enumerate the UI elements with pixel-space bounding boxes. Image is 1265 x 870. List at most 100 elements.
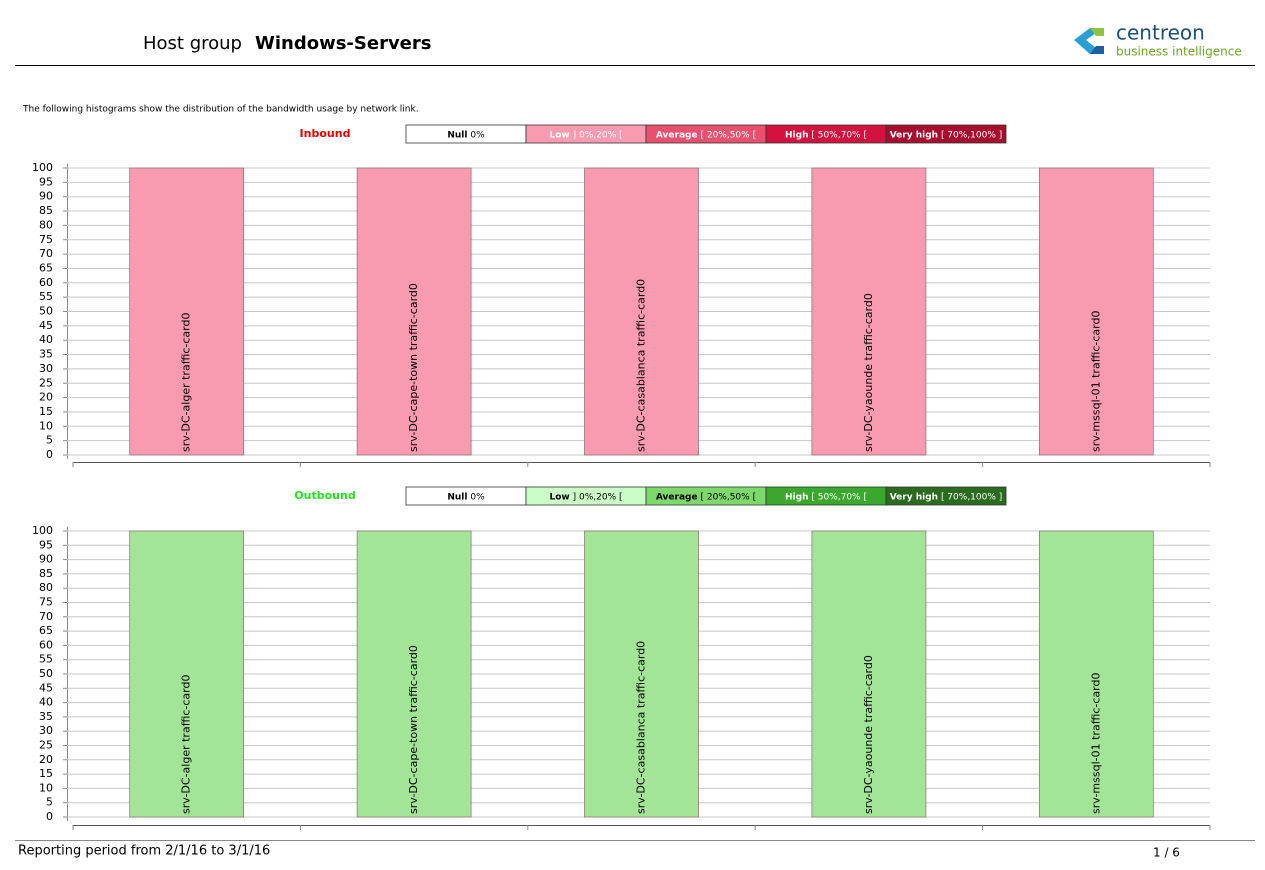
bar	[129, 530, 245, 818]
legend-name: High	[785, 130, 808, 140]
category-label: srv-DC-casablanca traffic-card0	[635, 641, 648, 814]
bar	[1038, 167, 1154, 456]
legend-name: Very high	[890, 492, 938, 502]
y-tick-label: 30	[39, 362, 53, 375]
category-label: srv-DC-casablanca traffic-card0	[635, 279, 648, 452]
y-tick-label: 50	[39, 305, 53, 318]
y-tick-label: 5	[46, 796, 53, 809]
y-tick-label: 35	[39, 348, 53, 361]
y-tick-label: 85	[39, 567, 53, 580]
bar	[356, 167, 472, 456]
y-tick-label: 40	[39, 333, 53, 346]
reporting-period: Reporting period from 2/1/16 to 3/1/16	[18, 844, 270, 859]
legend-range: [ 70%,100% ]	[941, 130, 1002, 140]
y-tick-label: 20	[39, 391, 53, 404]
y-tick-label: 20	[39, 753, 53, 766]
y-tick-label: 50	[39, 667, 53, 680]
y-tick-label: 70	[39, 610, 53, 623]
category-label: srv-DC-cape-town traffic-card0	[407, 283, 420, 452]
y-tick-label: 70	[39, 247, 53, 260]
y-tick-label: 0	[46, 448, 53, 461]
category-label: srv-DC-alger traffic-card0	[180, 675, 193, 814]
y-tick-label: 65	[39, 624, 53, 637]
y-tick-label: 55	[39, 290, 53, 303]
y-tick-label: 65	[39, 261, 53, 274]
legend-range: 0%	[470, 130, 485, 140]
category-label: srv-mssql-01 traffic-card0	[1089, 673, 1102, 814]
y-tick-label: 55	[39, 653, 53, 666]
legend-range: [ 50%,70% [	[811, 130, 867, 140]
legend-name: Low	[550, 492, 570, 502]
legend-entry: Low ] 0%,20% [	[550, 130, 623, 140]
bar	[356, 530, 472, 818]
legend-entry: Low ] 0%,20% [	[550, 492, 623, 502]
legend-entry: Average [ 20%,50% [	[656, 492, 756, 502]
legend-entry: Null 0%	[447, 130, 485, 140]
legend-entry: High [ 50%,70% [	[785, 130, 867, 140]
legend-name: Average	[656, 130, 698, 140]
legend-range: ] 0%,20% [	[573, 130, 623, 140]
legend-swatch	[885, 486, 1007, 506]
y-tick-label: 60	[39, 638, 53, 651]
y-tick-label: 45	[39, 681, 53, 694]
y-tick-label: 95	[39, 175, 53, 188]
legend-entry: Null 0%	[447, 492, 485, 502]
logo-name: centreon	[1116, 21, 1205, 45]
y-tick-label: 0	[46, 810, 53, 823]
legend-name: Null	[447, 492, 467, 502]
logo-icon	[1074, 28, 1104, 54]
logo-tagline: business intelligence	[1116, 45, 1242, 59]
chart-title: Inbound	[300, 127, 351, 140]
bar	[811, 167, 927, 456]
y-tick-label: 40	[39, 696, 53, 709]
legend-name: Very high	[890, 130, 938, 140]
header-label: Host group	[143, 33, 242, 54]
legend-range: [ 20%,50% [	[700, 492, 756, 502]
legend-entry: Very high [ 70%,100% ]	[890, 492, 1003, 502]
y-tick-label: 60	[39, 276, 53, 289]
legend-entry: Very high [ 70%,100% ]	[890, 130, 1003, 140]
legend-name: Null	[447, 130, 467, 140]
bar	[584, 167, 699, 456]
y-tick-label: 25	[39, 376, 53, 389]
y-tick-label: 80	[39, 218, 53, 231]
legend-range: ] 0%,20% [	[573, 492, 623, 502]
legend-entry: High [ 50%,70% [	[785, 492, 867, 502]
category-label: srv-DC-cape-town traffic-card0	[407, 645, 420, 814]
category-label: srv-mssql-01 traffic-card0	[1089, 311, 1102, 452]
bar	[584, 530, 699, 818]
y-tick-label: 15	[39, 767, 53, 780]
y-tick-label: 90	[39, 553, 53, 566]
legend-name: High	[785, 492, 808, 502]
y-tick-label: 30	[39, 724, 53, 737]
intro-text: The following histograms show the distri…	[22, 105, 419, 115]
y-tick-label: 10	[39, 419, 53, 432]
y-tick-label: 10	[39, 781, 53, 794]
y-tick-label: 25	[39, 739, 53, 752]
legend-swatch	[885, 124, 1007, 144]
header-title: Windows-Servers	[255, 33, 431, 54]
bar	[811, 530, 927, 818]
y-tick-label: 95	[39, 538, 53, 551]
page-number: 1 / 6	[1153, 846, 1180, 860]
bar	[129, 167, 245, 456]
y-tick-label: 15	[39, 405, 53, 418]
category-label: srv-DC-yaounde traffic-card0	[862, 293, 875, 452]
y-tick-label: 90	[39, 190, 53, 203]
legend-range: [ 20%,50% [	[700, 130, 756, 140]
y-tick-label: 100	[32, 524, 53, 537]
y-tick-label: 100	[32, 161, 53, 174]
y-tick-label: 45	[39, 319, 53, 332]
bar	[1038, 530, 1154, 818]
legend-name: Low	[550, 130, 570, 140]
legend-range: 0%	[470, 492, 485, 502]
legend-entry: Average [ 20%,50% [	[656, 130, 756, 140]
legend-range: [ 70%,100% ]	[941, 492, 1002, 502]
y-tick-label: 35	[39, 710, 53, 723]
category-label: srv-DC-alger traffic-card0	[180, 313, 193, 452]
legend-name: Average	[656, 492, 698, 502]
chart-title: Outbound	[294, 489, 355, 502]
y-tick-label: 75	[39, 233, 53, 246]
y-tick-label: 5	[46, 434, 53, 447]
